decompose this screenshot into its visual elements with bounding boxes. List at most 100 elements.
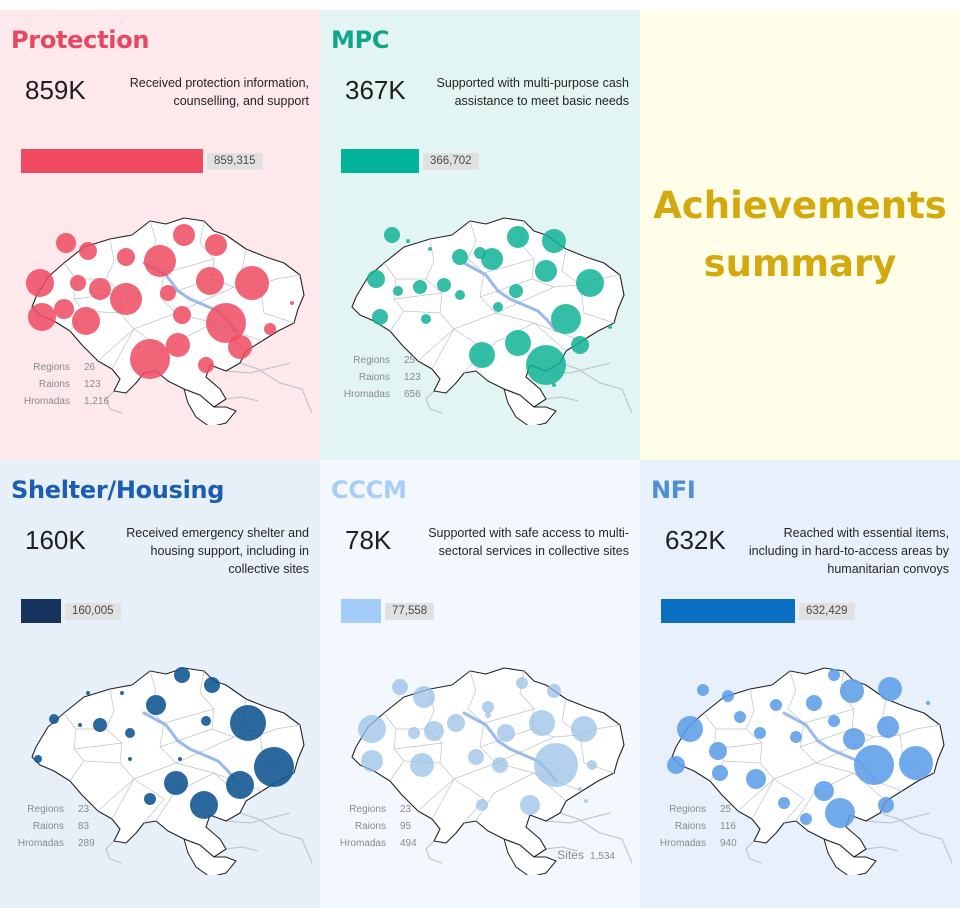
big-number: 859K	[25, 75, 86, 105]
map-bubble	[455, 290, 465, 300]
map-bubble	[840, 679, 864, 703]
region-boundary	[133, 778, 165, 824]
coverage-stats: Regions 25 Raions 116 Hromadas 940	[650, 801, 746, 852]
stat-raions: Raions 123	[14, 376, 110, 393]
map-svg	[26, 217, 313, 428]
map-bubble	[587, 760, 597, 770]
map-bubble	[413, 686, 435, 708]
stat-raions: Raions 83	[8, 818, 104, 835]
border-line	[745, 840, 763, 864]
map-bubble	[54, 299, 74, 319]
map-bubble	[806, 695, 822, 711]
value-bar	[661, 599, 795, 623]
panel-description: Reached with essential items, including …	[748, 526, 949, 576]
map-bubble	[828, 669, 840, 681]
map-bubble	[174, 667, 190, 683]
map-bubble	[534, 743, 578, 787]
map-bubble	[576, 269, 604, 297]
map-bubble	[93, 718, 107, 732]
map-bubble	[476, 799, 488, 811]
stat-label: Raions	[358, 372, 390, 383]
map-bubble	[507, 226, 529, 248]
map-bubble	[428, 247, 432, 251]
map-bubble	[26, 269, 54, 297]
map-bubble	[547, 684, 561, 698]
stat-label: Raions	[674, 821, 706, 832]
region-boundary	[83, 760, 121, 764]
panel-title: Shelter/Housing	[11, 476, 225, 504]
map-bubble	[228, 335, 252, 359]
panel-description: Received protection information, counsel…	[129, 76, 309, 108]
map-bubble	[722, 690, 734, 702]
map-bubble	[70, 275, 86, 291]
map-bubble	[361, 750, 383, 772]
country-outline	[31, 217, 305, 408]
panel-title: NFI	[651, 476, 696, 504]
region-boundary	[475, 772, 535, 822]
region-boundary	[453, 778, 485, 824]
summary-line-2: summary	[703, 242, 897, 285]
region-boundary	[479, 278, 533, 298]
map-bubble	[226, 771, 254, 799]
region-boundary	[403, 310, 441, 314]
map-bubble	[854, 745, 894, 785]
map-bubble	[552, 383, 556, 387]
region-boundary	[787, 670, 817, 764]
region-boundary	[773, 762, 887, 802]
stat-value: 123	[404, 372, 421, 383]
border-line	[425, 390, 443, 414]
region-boundary	[163, 708, 215, 724]
map-bubble	[393, 286, 403, 296]
big-number: 160K	[25, 525, 86, 555]
value-bar-label: 160,005	[65, 603, 121, 620]
map-bubble	[196, 267, 224, 295]
map-bubble	[392, 679, 408, 695]
map-bubble	[469, 342, 495, 368]
map-bubble	[190, 791, 218, 819]
stat-regions: Regions 23	[8, 801, 104, 818]
region-boundary	[737, 778, 775, 812]
coverage-stats: Regions 23 Raions 95 Hromadas 494	[330, 801, 426, 852]
map-bubble	[117, 248, 135, 266]
stat-label: Hromadas	[23, 396, 70, 407]
map-bubble	[878, 677, 902, 701]
map-bubble	[410, 753, 434, 777]
map-bubble	[516, 677, 528, 689]
map-bubble	[164, 771, 188, 795]
map-bubble	[778, 797, 790, 809]
map-bubble	[49, 714, 59, 724]
stat-value: 116	[720, 821, 736, 832]
map-bubble	[843, 728, 865, 750]
panel-mpc: MPC 367K Supported with multi-purpose ca…	[320, 10, 640, 460]
big-number: 78K	[345, 525, 392, 555]
region-boundary	[453, 762, 567, 802]
map-bubble	[120, 691, 124, 695]
ukraine-map	[14, 213, 313, 428]
border-line	[559, 362, 633, 414]
map-bubble	[146, 695, 166, 715]
map-bubble	[828, 715, 840, 727]
stat-label: Regions	[27, 804, 64, 815]
map-bubble	[571, 336, 589, 354]
map-bubble	[800, 813, 812, 825]
region-boundary	[483, 708, 535, 724]
stat-label: Regions	[353, 355, 390, 366]
map-bubble	[608, 325, 612, 329]
sites-label: Sites	[557, 848, 584, 862]
country-outline	[351, 667, 625, 858]
border-line	[879, 812, 953, 864]
summary-title: Achievements summary	[640, 10, 960, 460]
map-bubble	[358, 715, 386, 743]
region-boundary	[773, 778, 805, 824]
stat-hromadas: Hromadas 494	[330, 835, 426, 852]
map-bubble	[790, 731, 802, 743]
border-line	[225, 812, 291, 824]
panel-description: Supported with multi-purpose cash assist…	[436, 76, 629, 108]
region-boundary	[795, 772, 855, 822]
stat-label: Regions	[33, 362, 70, 373]
map-bubble	[110, 283, 142, 315]
map-bubble	[28, 303, 56, 331]
panel-title: MPC	[331, 26, 390, 54]
map-bubble	[254, 747, 294, 787]
panel-protection: Protection 859K Received protection info…	[0, 10, 320, 460]
